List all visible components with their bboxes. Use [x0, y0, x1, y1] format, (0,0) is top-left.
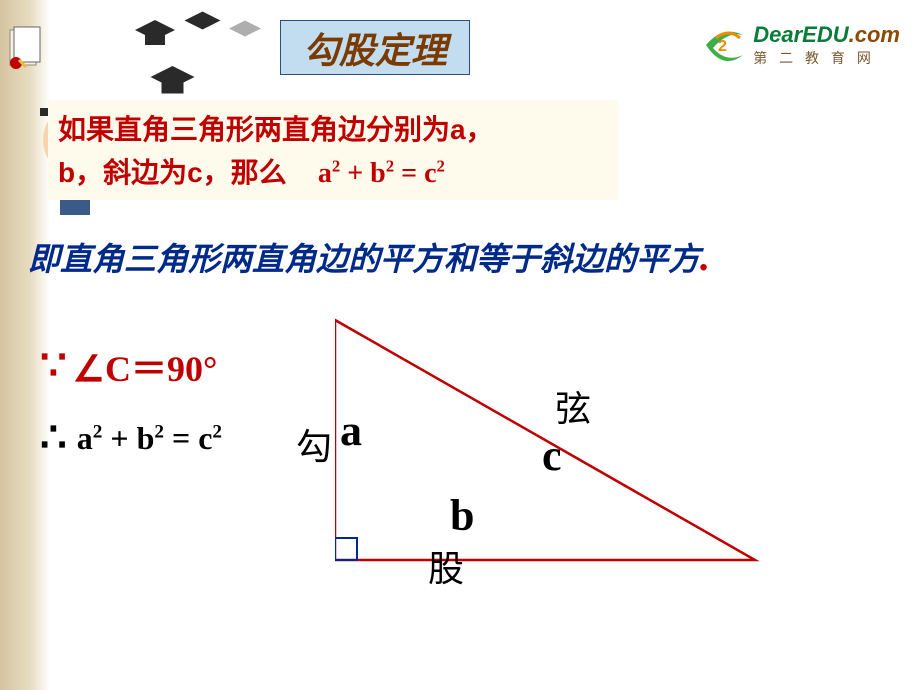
- graduation-cap-icon: [180, 5, 225, 45]
- label-a: a: [340, 405, 362, 456]
- label-gu: 股: [428, 540, 464, 592]
- proof-conclusion: ∴ a2 + b2 = c2: [40, 420, 222, 457]
- theorem-statement-box: 如果直角三角形两直角边分别为a， b，斜边为c，那么 a2 + b2 = c2: [48, 100, 618, 200]
- logo-subtitle: 第 二 教 育 网: [753, 48, 900, 68]
- statement-line-2: b，斜边为c，那么 a2 + b2 = c2: [58, 151, 608, 195]
- proof-conclusion-formula: a2 + b2 = c2: [77, 420, 222, 457]
- therefore-symbol: ∴: [40, 430, 63, 447]
- proof-condition: ∵ ∠C＝90°: [40, 340, 217, 392]
- label-b: b: [450, 490, 474, 541]
- because-symbol: ∵: [40, 358, 63, 375]
- logo-swoosh-icon: 2: [698, 23, 748, 68]
- svg-text:2: 2: [718, 38, 727, 55]
- graduation-cap-icon: [225, 15, 265, 50]
- title-box: 勾股定理: [280, 20, 470, 75]
- label-c: c: [542, 430, 562, 481]
- logo-brand: DearEDU.com: [753, 22, 900, 48]
- label-xian: 弦: [555, 380, 591, 432]
- logo: 2 DearEDU.com 第 二 教 育 网: [698, 22, 900, 68]
- scroll-icon: [8, 25, 43, 70]
- summary-dot: .: [700, 234, 710, 279]
- graduation-cap-icon: [145, 60, 200, 105]
- logo-brand-main: DearEDU: [753, 22, 848, 47]
- logo-brand-suffix: .com: [849, 22, 900, 47]
- label-gou: 勾: [296, 418, 332, 470]
- right-angle-marker: [335, 538, 357, 560]
- summary-main: 即直角三角形两直角边的平方和等于斜边的平方: [28, 241, 700, 277]
- proof-condition-text: ∠C＝90°: [73, 340, 218, 392]
- summary-text: 即直角三角形两直角边的平方和等于斜边的平方.: [28, 233, 710, 280]
- statement-prefix: b，斜边为c，那么: [58, 157, 287, 188]
- statement-line-1: 如果直角三角形两直角边分别为a，: [58, 108, 608, 151]
- graduation-cap-icon: [130, 15, 180, 55]
- statement-formula: a2 + b2 = c2: [318, 158, 445, 189]
- title-text: 勾股定理: [303, 22, 447, 74]
